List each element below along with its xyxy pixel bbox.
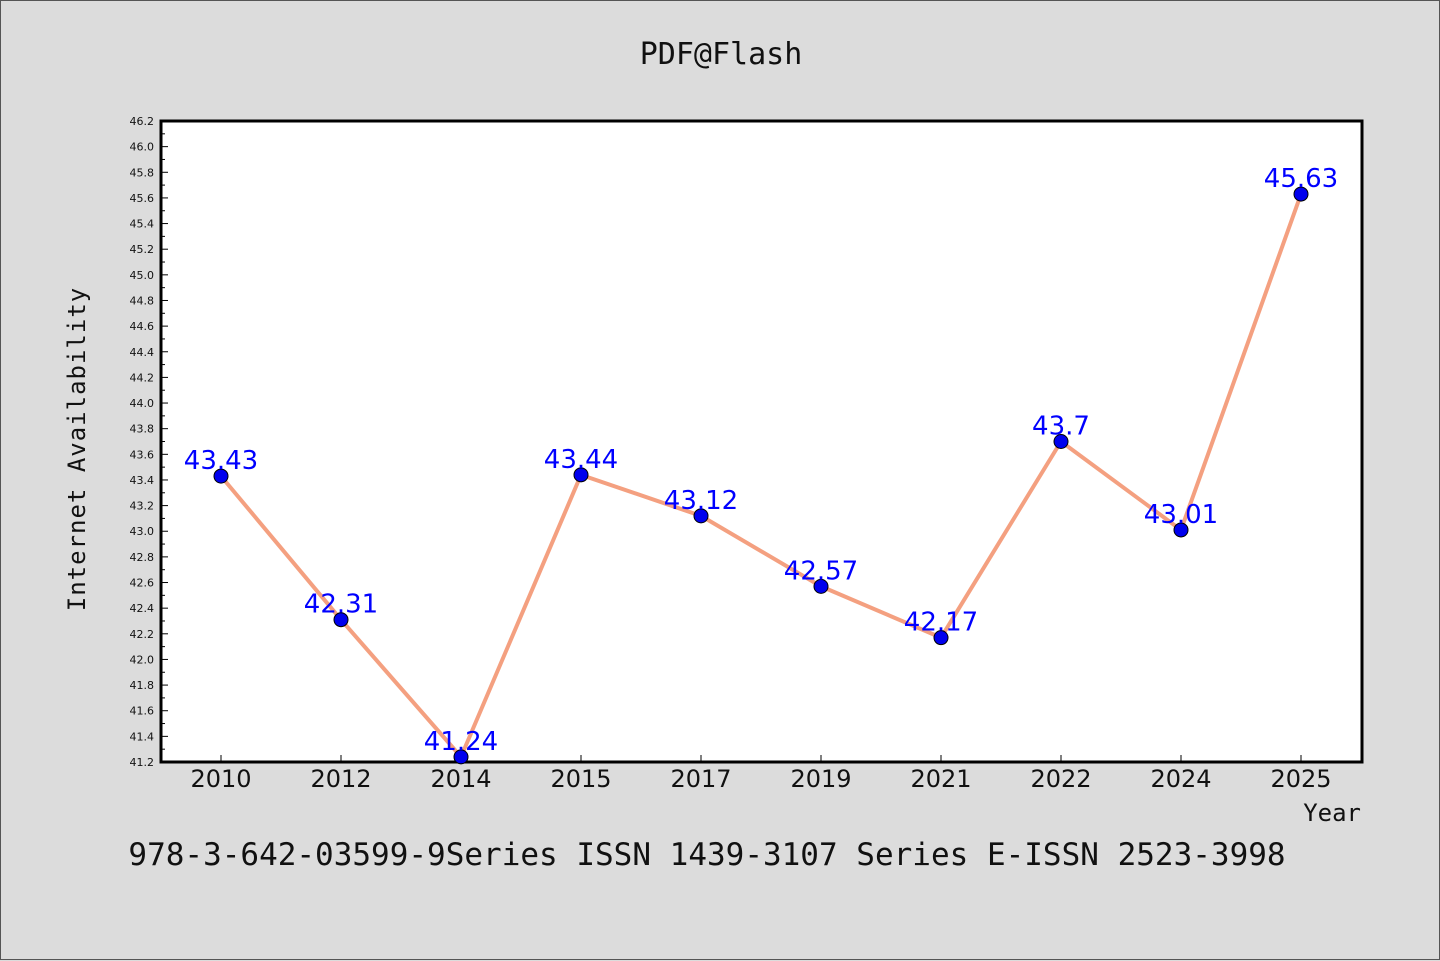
data-point bbox=[573, 467, 589, 483]
data-point bbox=[1053, 434, 1069, 449]
data-label: 42.17 bbox=[904, 608, 978, 638]
y-tick-label: 43.2 bbox=[130, 500, 155, 513]
data-point bbox=[693, 508, 709, 524]
x-tick-label: 2015 bbox=[550, 765, 611, 793]
y-tick-label: 42.8 bbox=[130, 551, 155, 564]
data-label: 41.24 bbox=[424, 727, 498, 757]
y-tick-label: 44.6 bbox=[130, 320, 155, 333]
data-label: 43.44 bbox=[544, 445, 618, 475]
y-tick-label: 43.4 bbox=[130, 474, 155, 487]
data-point bbox=[1173, 522, 1189, 538]
data-point bbox=[813, 578, 829, 594]
y-tick-label: 44.8 bbox=[130, 294, 155, 307]
x-tick-label: 2012 bbox=[310, 765, 371, 793]
x-tick-label: 2019 bbox=[790, 765, 851, 793]
plot-area bbox=[159, 119, 1364, 764]
data-label: 42.57 bbox=[784, 556, 858, 586]
x-tick-label: 2014 bbox=[430, 765, 491, 793]
data-label: 43.01 bbox=[1144, 500, 1218, 530]
x-tick-label: 2021 bbox=[910, 765, 971, 793]
data-point bbox=[213, 468, 229, 484]
y-tick-label: 41.4 bbox=[130, 730, 155, 743]
y-tick-label: 45.2 bbox=[130, 243, 155, 256]
footer-text: 978-3-642-03599-9Series ISSN 1439-3107 S… bbox=[128, 837, 1285, 873]
y-tick-label: 42.4 bbox=[130, 602, 155, 615]
y-tick-label: 44.4 bbox=[130, 346, 155, 359]
y-axis-label: Internet Availability bbox=[63, 287, 91, 611]
y-tick-label: 41.8 bbox=[130, 679, 155, 692]
y-tick-label: 45.6 bbox=[130, 192, 155, 205]
y-tick-label: 43.0 bbox=[130, 525, 155, 538]
chart-title: PDF@Flash bbox=[640, 37, 803, 72]
data-point bbox=[933, 630, 949, 646]
y-tick-label: 43.6 bbox=[130, 448, 155, 461]
y-axis: 41.2 41.4 41.6 41.8 42.0 42.2 42.4 42.6 42.8 43.0… bbox=[130, 115, 168, 769]
y-tick-label: 42.0 bbox=[130, 653, 155, 666]
y-tick-label: 45.8 bbox=[130, 166, 155, 179]
y-tick-label: 41.2 bbox=[130, 756, 155, 769]
x-axis-label: Year bbox=[1303, 799, 1361, 827]
data-label: 43.12 bbox=[664, 486, 738, 516]
data-label: 43.43 bbox=[184, 446, 258, 476]
data-point bbox=[453, 749, 469, 765]
series-layer: 43.43 42.31 41.24 43.44 43.12 42.57 42.17 43.7 4… bbox=[184, 164, 1338, 765]
y-tick-label: 46.2 bbox=[130, 115, 155, 128]
y-tick-label: 41.6 bbox=[130, 705, 155, 718]
y-tick-label: 46.0 bbox=[130, 141, 155, 154]
data-label: 42.31 bbox=[304, 590, 378, 620]
series-line bbox=[219, 193, 1303, 759]
x-tick-label: 2010 bbox=[190, 765, 251, 793]
data-label: 43.7 bbox=[1032, 412, 1090, 442]
y-tick-label: 44.0 bbox=[130, 397, 155, 410]
x-tick-label: 2025 bbox=[1270, 765, 1331, 793]
y-tick-label: 45.4 bbox=[130, 218, 155, 231]
x-tick-label: 2017 bbox=[670, 765, 731, 793]
data-point bbox=[1293, 186, 1309, 202]
y-tick-label: 43.8 bbox=[130, 423, 155, 436]
data-point bbox=[333, 612, 349, 628]
data-label: 45.63 bbox=[1264, 164, 1338, 194]
y-tick-label: 42.2 bbox=[130, 628, 155, 641]
x-axis: 2010 2012 2014 2015 2017 2019 2021 2022 2024 2025 bbox=[190, 755, 1332, 793]
x-tick-label: 2022 bbox=[1030, 765, 1091, 793]
x-tick-label: 2024 bbox=[1150, 765, 1211, 793]
y-tick-label: 44.2 bbox=[130, 371, 155, 384]
y-tick-label: 42.6 bbox=[130, 577, 155, 590]
y-tick-label: 45.0 bbox=[130, 269, 155, 282]
